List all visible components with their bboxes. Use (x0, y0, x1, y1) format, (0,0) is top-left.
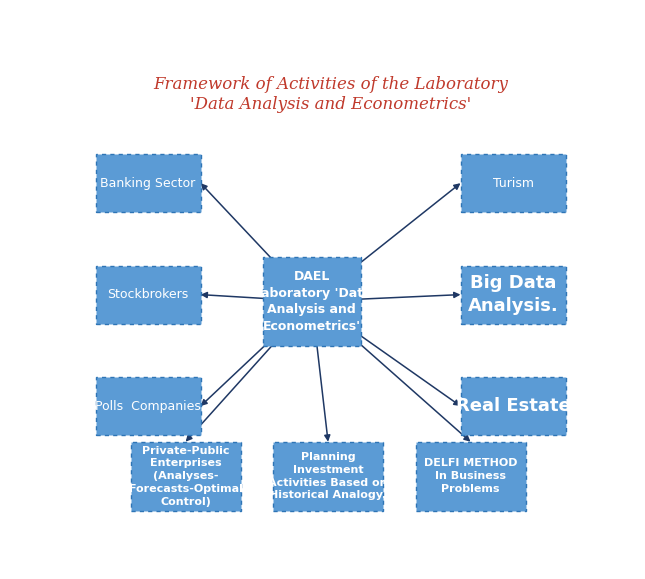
Text: Turism: Turism (493, 177, 533, 190)
FancyBboxPatch shape (461, 154, 566, 212)
Text: Banking Sector: Banking Sector (101, 177, 195, 190)
FancyBboxPatch shape (95, 154, 201, 212)
Text: Stockbrokers: Stockbrokers (108, 288, 189, 301)
Text: Real Estate: Real Estate (455, 397, 570, 415)
Text: Private-Public
Enterprises
(Analyses-
Forecasts-Optimal
Control): Private-Public Enterprises (Analyses- Fo… (128, 446, 243, 507)
FancyBboxPatch shape (415, 442, 526, 511)
FancyBboxPatch shape (130, 442, 241, 511)
Text: Polls  Companies: Polls Companies (95, 400, 201, 413)
Text: DAEL
Laboratory 'Data
Analysis and
Econometrics': DAEL Laboratory 'Data Analysis and Econo… (252, 270, 371, 332)
FancyBboxPatch shape (273, 442, 383, 511)
Text: Big Data
Analysis.: Big Data Analysis. (468, 274, 559, 315)
FancyBboxPatch shape (461, 377, 566, 435)
FancyBboxPatch shape (263, 256, 361, 346)
FancyBboxPatch shape (95, 266, 201, 324)
FancyBboxPatch shape (461, 266, 566, 324)
Text: Framework of Activities of the Laboratory
'Data Analysis and Econometrics': Framework of Activities of the Laborator… (153, 76, 508, 113)
Text: Planning
Investment
Activities Based on
Historical Analogy.: Planning Investment Activities Based on … (268, 452, 388, 500)
Text: DELFI METHOD
In Business
Problems: DELFI METHOD In Business Problems (424, 459, 517, 494)
FancyBboxPatch shape (95, 377, 201, 435)
